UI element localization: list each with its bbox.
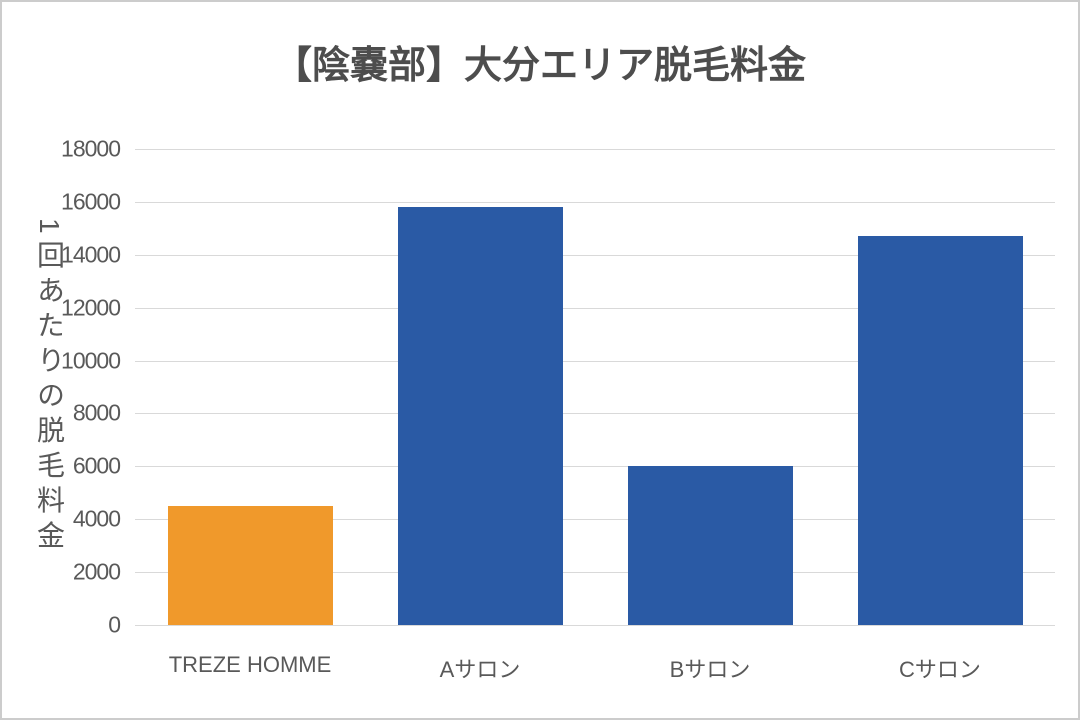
y-tick-label: 4000 (72, 505, 121, 532)
y-tick-label: 14000 (61, 241, 121, 268)
bar-treze-homme (167, 506, 333, 625)
y-tick-label: 8000 (72, 399, 121, 426)
x-category-label-b-salon: Bサロン (669, 657, 751, 682)
gridline (135, 360, 1055, 362)
plot-area (135, 149, 1055, 626)
x-category-label-c-salon: Cサロン (899, 657, 981, 682)
y-tick-label: 16000 (61, 188, 121, 215)
bar-a-salon (397, 207, 563, 625)
y-axis-title: 1回あたりの脱毛料金 (34, 218, 65, 556)
gridline (135, 572, 1055, 574)
gridline (135, 254, 1055, 256)
x-category-label-treze-homme: TREZE HOMME (168, 652, 332, 677)
y-tick-label: 18000 (61, 135, 121, 162)
y-tick-label: 2000 (72, 558, 121, 585)
y-tick-label: 6000 (72, 452, 121, 479)
gridline (135, 466, 1055, 468)
chart-title: 【陰嚢部】大分エリア脱毛料金 (273, 45, 806, 87)
y-tick-label: 12000 (61, 294, 121, 321)
gridline (135, 625, 1055, 626)
x-category-label-a-salon: Aサロン (439, 657, 521, 682)
y-axis-ticks: 0 2000 4000 6000 8000 10000 12000 14000 16000 180… (2, 136, 121, 638)
bar-b-salon (627, 466, 793, 625)
gridline (135, 413, 1055, 415)
y-tick-label: 0 (108, 611, 121, 638)
y-tick-label: 10000 (61, 347, 121, 374)
x-axis-labels: TREZE HOMME Aサロン Bサロン Cサロン (135, 652, 1055, 684)
bar-c-salon (857, 236, 1023, 625)
gridline (135, 519, 1055, 521)
gridline (135, 149, 1055, 150)
gridline (135, 201, 1055, 203)
gridline (135, 307, 1055, 309)
